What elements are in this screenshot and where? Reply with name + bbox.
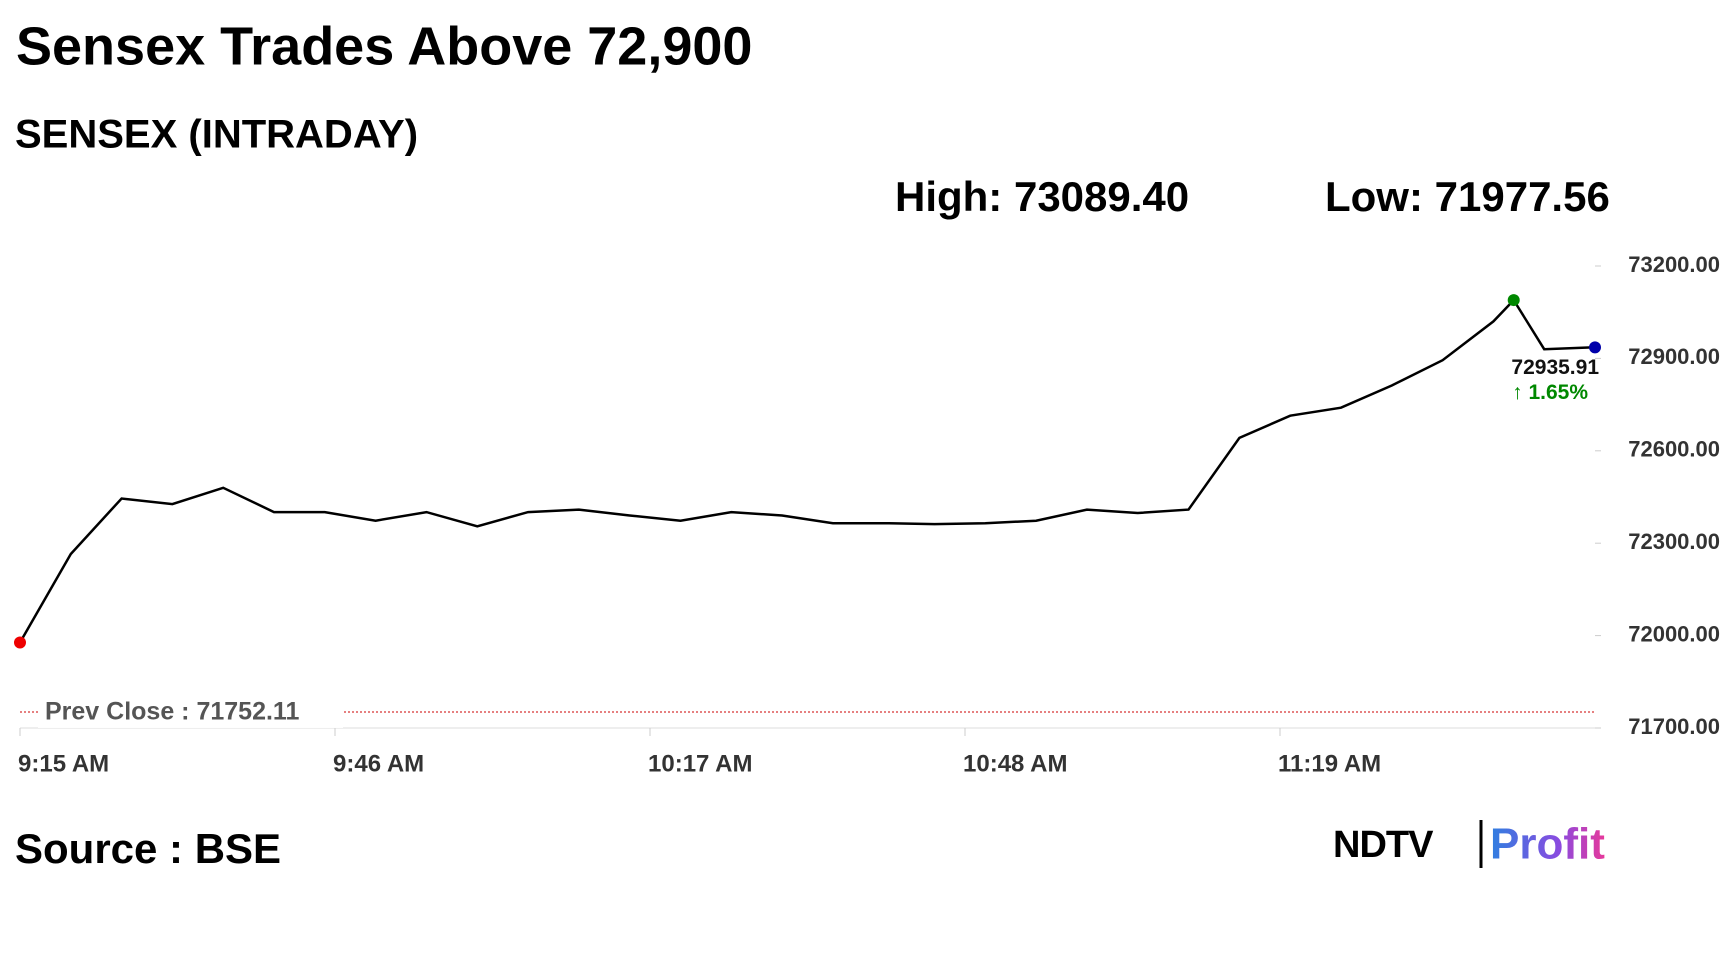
prev-close-bg <box>38 695 343 728</box>
x-tick-label: 9:15 AM <box>18 750 109 777</box>
point-marker <box>14 636 26 649</box>
point-marker <box>1589 341 1601 354</box>
source: Source : BSE <box>15 825 281 872</box>
change-label: ↑ 1.65% <box>1512 381 1588 404</box>
x-tick-label: 10:17 AM <box>648 750 752 777</box>
last-value-label: 72935.91 <box>1511 356 1599 379</box>
price-line <box>18 298 1596 644</box>
chart-title: Sensex Trades Above 72,900 <box>16 16 752 76</box>
chart-subtitle: SENSEX (INTRADAY) <box>15 113 418 157</box>
y-tick-label: 72600.00 <box>1628 437 1720 462</box>
logo-profit: Profit <box>1490 820 1605 869</box>
y-tick-label: 73200.00 <box>1628 252 1720 277</box>
high-text: High: 73089.40 <box>895 173 1189 220</box>
y-tick-label: 72900.00 <box>1628 344 1720 369</box>
y-tick-label: 71700.00 <box>1628 714 1720 739</box>
prev-close-label: Prev Close : 71752.11 <box>45 698 299 726</box>
x-tick-label: 10:48 AM <box>963 750 1067 777</box>
y-tick-label: 72000.00 <box>1628 621 1720 646</box>
x-tick-label: 11:19 AM <box>1278 750 1381 777</box>
point-marker <box>1507 294 1520 307</box>
y-tick-label: 72300.00 <box>1628 529 1720 554</box>
logo-ndtv: NDTV <box>1333 824 1434 866</box>
x-tick-label: 9:46 AM <box>333 750 424 777</box>
low-text: Low: 71977.56 <box>1325 173 1610 220</box>
